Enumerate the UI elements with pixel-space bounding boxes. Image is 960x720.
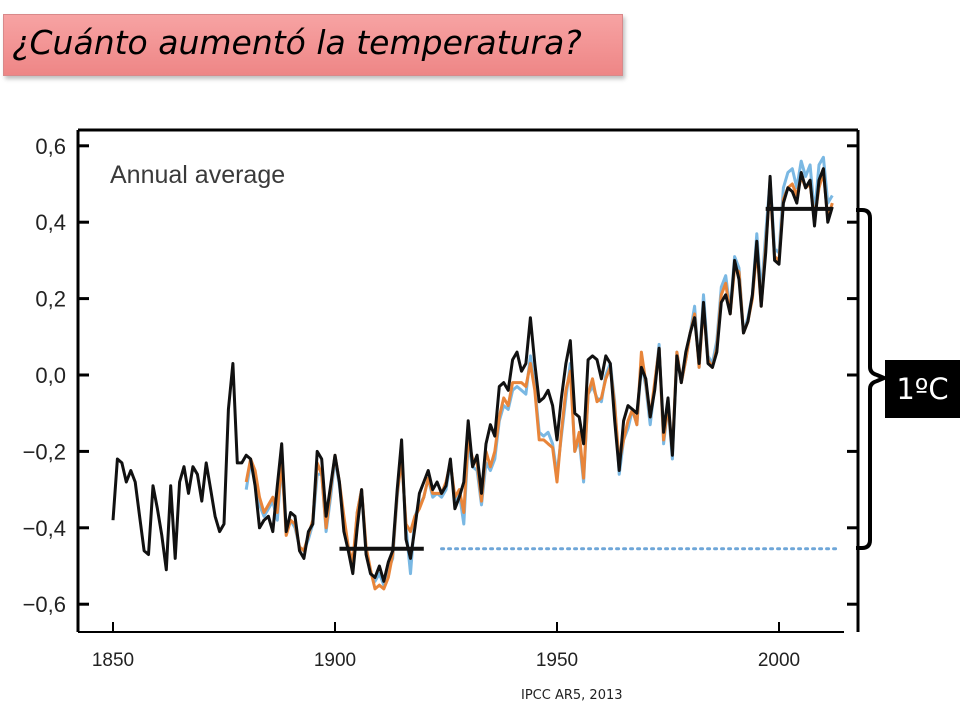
title-box: ¿Cuánto aumentó la temperatura? (3, 14, 623, 76)
y-tick-label: −0,4 (23, 516, 66, 541)
source-citation: IPCC AR5, 2013 (521, 688, 623, 703)
reference-lines (339, 206, 842, 551)
y-tick-label: −0,2 (23, 439, 66, 464)
x-tick-label: 2000 (758, 650, 800, 671)
x-tick-label: 1850 (92, 650, 134, 671)
series-line-0 (111, 167, 834, 583)
bracket (856, 208, 886, 550)
y-tick-label: 0,6 (35, 134, 66, 159)
x-tick-label: 1950 (536, 650, 578, 671)
page-title: ¿Cuánto aumentó la temperatura? (12, 23, 582, 62)
series-lines (111, 155, 834, 591)
temperature-increase-label: 1ºC (885, 360, 960, 418)
axes: −0,6 −0,4 −0,2 0,0 0,2 0,4 0,6 1850 1900 1950 2000 (23, 128, 860, 671)
y-tick-label: −0,6 (23, 592, 66, 617)
y-tick-label: 0,4 (35, 210, 66, 235)
chart-subtitle: Annual average (110, 161, 285, 189)
plot-background (78, 130, 858, 632)
y-tick-label: 0,2 (35, 287, 66, 312)
x-tick-label: 1900 (314, 650, 356, 671)
y-tick-label: 0,0 (35, 363, 66, 388)
